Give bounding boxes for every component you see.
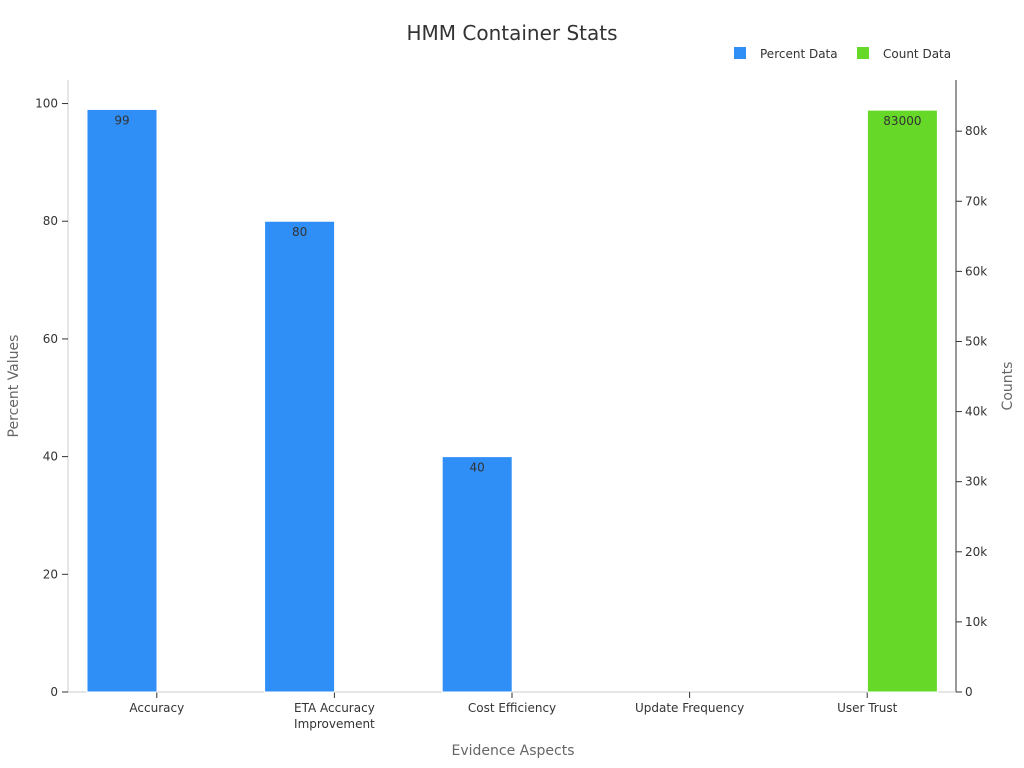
chart-title: HMM Container Stats (406, 21, 617, 45)
y2-tick-label: 70k (965, 194, 987, 208)
y2-tick-label: 60k (965, 264, 987, 278)
y2-tick-label: 80k (965, 124, 987, 138)
legend-swatch[interactable] (734, 47, 746, 59)
legend-label[interactable]: Count Data (883, 47, 951, 61)
percent-bar[interactable] (86, 108, 158, 693)
y2-tick-label: 40k (965, 405, 987, 419)
y2-tick-label: 20k (965, 545, 987, 559)
y2-axis-title: Counts (1000, 362, 1016, 411)
y-axis-title: Percent Values (6, 335, 22, 438)
count-bar[interactable] (866, 109, 938, 693)
x-axis-title: Evidence Aspects (451, 743, 574, 759)
legend: Percent Data Count Data (734, 47, 951, 61)
x-tick-label: ETA Accuracy Improvement (294, 701, 375, 731)
axes: 0 20 40 60 80 100 0 10k 20k 30k 40k 50k 60k 70k 80k Acc… (35, 80, 987, 731)
x-tick-label: User Trust (837, 701, 898, 715)
legend-swatch[interactable] (857, 47, 869, 59)
bar-value-label: 80 (292, 225, 307, 239)
y2-tick-label: 50k (965, 334, 987, 348)
y-tick-label: 20 (43, 567, 58, 581)
data-labels-layer: 99 80 40 83000 (114, 113, 921, 474)
bar-value-label: 99 (114, 113, 129, 127)
percent-bar[interactable] (264, 220, 336, 693)
x-tick-label: Update Frequency (635, 701, 744, 715)
y-tick-label: 40 (43, 450, 58, 464)
y2-tick-label: 30k (965, 475, 987, 489)
y-tick-label: 0 (50, 685, 58, 699)
legend-label[interactable]: Percent Data (760, 47, 838, 61)
x-tick-label: Accuracy (129, 701, 184, 715)
y2-tick-label: 10k (965, 615, 987, 629)
x-tick-label: Cost Efficiency (468, 701, 556, 715)
y-tick-label: 80 (43, 214, 58, 228)
bar-value-label: 83000 (883, 114, 921, 128)
y-tick-label: 100 (35, 97, 58, 111)
percent-bar[interactable] (441, 456, 513, 693)
y2-tick-label: 0 (965, 685, 973, 699)
y-tick-label: 60 (43, 332, 58, 346)
bar-value-label: 40 (470, 461, 485, 475)
bars-layer (86, 108, 938, 693)
